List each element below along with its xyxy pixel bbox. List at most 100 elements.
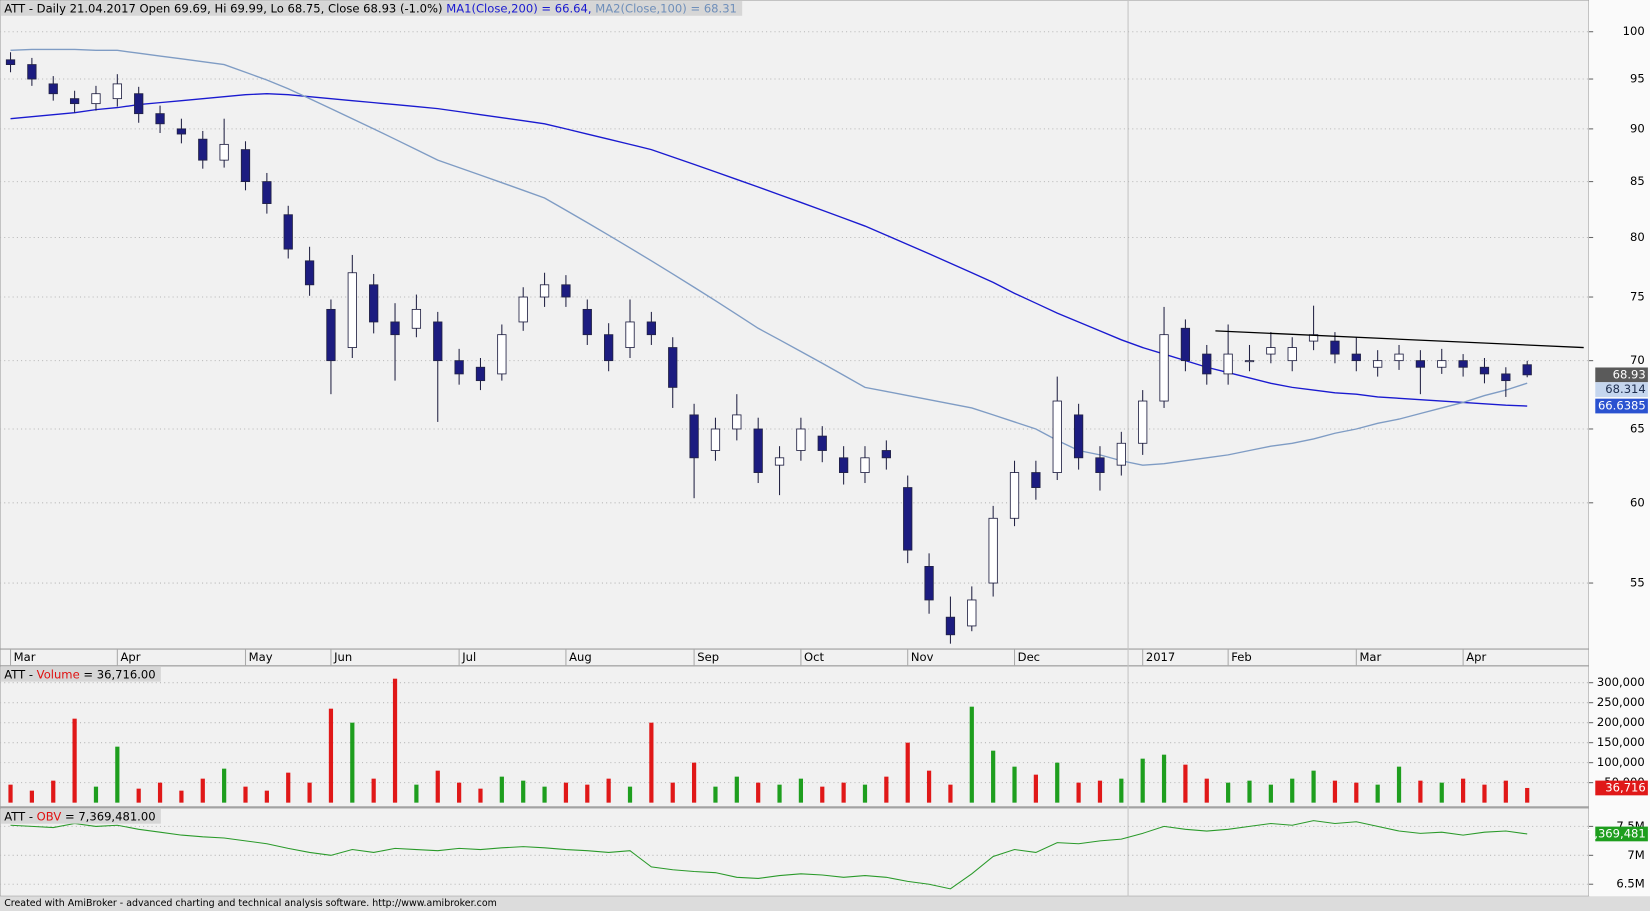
last-value-label: 36,716 <box>1605 780 1645 794</box>
candle-body <box>198 138 208 161</box>
y-tick-label: 60 <box>1630 495 1645 509</box>
candle-body <box>1138 400 1148 444</box>
moving-average <box>10 48 1528 466</box>
candle-body <box>91 93 101 105</box>
x-tick-label: Mar <box>1359 650 1381 664</box>
candle-body <box>1501 373 1511 382</box>
candle-body <box>1223 353 1233 375</box>
volume-bar <box>1311 770 1316 803</box>
title-part: MA2(Close,100) = 68.31 <box>595 1 737 15</box>
x-tick-label: May <box>249 650 273 664</box>
candle-body <box>945 616 956 636</box>
volume-bar <box>969 706 974 803</box>
last-value-label: 66.6385 <box>1598 399 1646 413</box>
volume-bar <box>670 782 675 803</box>
volume-bar <box>1012 766 1017 803</box>
volume-bar <box>392 678 398 803</box>
candle-body <box>262 181 272 204</box>
volume-bar <box>93 786 99 803</box>
volume-bar <box>1290 778 1295 803</box>
volume-bar <box>1354 782 1359 803</box>
candle-body <box>710 428 721 451</box>
volume-bar <box>243 786 248 803</box>
volume-bar <box>1076 782 1081 803</box>
title-box <box>1 666 161 682</box>
candle-body <box>668 347 678 388</box>
candle-body <box>838 457 849 473</box>
volume-bar <box>1418 780 1423 803</box>
volume-bar <box>350 722 355 803</box>
last-value-box <box>1595 398 1648 414</box>
trendline <box>1215 330 1584 349</box>
y-tick-label: 300,000 <box>1597 675 1645 689</box>
candle-body <box>561 284 571 298</box>
volume-bar <box>222 768 227 803</box>
volume-bar <box>8 784 13 803</box>
x-tick-label: Sep <box>697 650 719 664</box>
volume-bar <box>264 790 269 803</box>
candle-body <box>69 98 80 105</box>
candle-body <box>219 143 229 161</box>
volume-bar <box>1396 766 1402 803</box>
x-tick-label: Jun <box>333 650 352 664</box>
candle-body <box>326 308 336 362</box>
volume-bar <box>328 708 334 803</box>
candle-body <box>1458 360 1468 368</box>
volume-bar <box>1204 778 1209 803</box>
volume-bar <box>414 784 419 803</box>
volume-bar <box>286 772 291 803</box>
volume-bar <box>478 788 483 803</box>
candle-body <box>27 64 37 80</box>
title-part: Volume <box>37 667 80 681</box>
candle-body <box>1437 360 1447 368</box>
candle-body <box>1266 347 1276 355</box>
y-tick-label: 85 <box>1630 174 1645 188</box>
volume-bar <box>1119 778 1124 803</box>
x-tick-label: Oct <box>804 650 824 664</box>
candle-body <box>1351 353 1361 362</box>
candle-body <box>817 435 827 451</box>
volume-bar <box>606 778 611 803</box>
candle-body <box>1180 327 1191 362</box>
volume-bar <box>1055 762 1060 803</box>
volume-bar <box>521 780 526 803</box>
volume-bar <box>820 786 825 803</box>
x-tick-label: Dec <box>1018 650 1040 664</box>
last-value-box <box>1595 780 1648 796</box>
candle-body <box>1479 366 1490 375</box>
last-value-label: 68.93 <box>1613 367 1646 381</box>
candle-body <box>240 149 251 183</box>
candle-body <box>1330 340 1340 355</box>
volume-bar <box>1183 764 1188 803</box>
volume-bar <box>1033 774 1038 803</box>
title-part: MA1(Close,200) = 66.64, <box>446 1 595 15</box>
date-axis <box>0 648 1590 667</box>
panel-title: ATT - OBV = 7,369,481.00 <box>4 809 155 823</box>
volume-bar <box>627 786 633 803</box>
candle-body <box>112 83 122 100</box>
volume-bar <box>1503 780 1508 803</box>
title-part: ATT - <box>4 809 36 823</box>
volume-bar <box>51 780 56 803</box>
x-tick-label: Nov <box>911 650 934 664</box>
obv-panel <box>0 807 1590 897</box>
volume-bar <box>649 722 654 803</box>
y-tick-label: 250,000 <box>1597 695 1645 709</box>
candle-body <box>176 128 187 135</box>
volume-bar <box>1140 758 1145 803</box>
volume-bar <box>777 784 782 803</box>
candle-body <box>860 457 870 473</box>
volume-panel <box>0 665 1590 808</box>
candle-body <box>390 321 400 336</box>
volume-bar <box>179 790 184 803</box>
candle-body <box>689 414 699 459</box>
candle-body <box>903 487 913 551</box>
volume-bar <box>307 782 312 803</box>
candle-body <box>1159 334 1169 402</box>
candle-body <box>967 599 977 627</box>
volume-bar <box>1332 780 1338 803</box>
volume-bar <box>72 718 77 803</box>
